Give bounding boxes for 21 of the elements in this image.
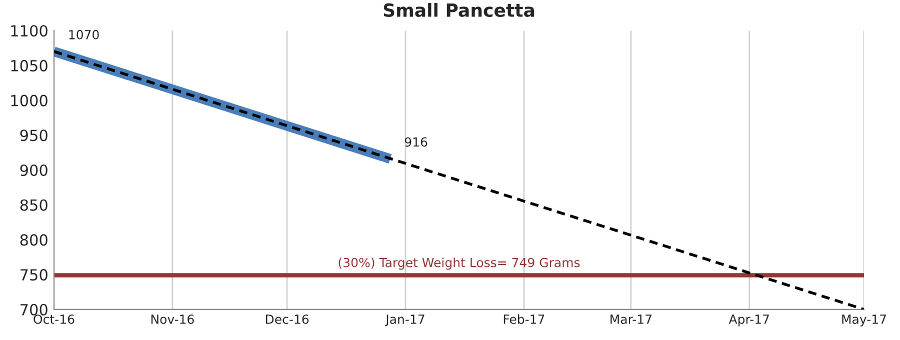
y-tick-label: 750 bbox=[20, 269, 48, 281]
y-tick-label: 1000 bbox=[11, 94, 48, 106]
y-tick-label: 700 bbox=[20, 304, 48, 316]
x-tick-label: Apr-17 bbox=[728, 314, 769, 326]
y-tick-label: 950 bbox=[20, 130, 48, 142]
x-tick-label: Feb-17 bbox=[504, 314, 544, 324]
x-tick-label: Oct-16 bbox=[34, 314, 74, 324]
x-tick-label: Jan-17 bbox=[385, 314, 424, 326]
y-tick-label: 800 bbox=[20, 234, 48, 246]
y-tick-label: 900 bbox=[20, 164, 48, 176]
x-tick-label: Dec-16 bbox=[266, 314, 309, 324]
y-tick-label: 850 bbox=[20, 199, 48, 211]
ref-line-label: (30%) Target Weight Loss= 749 Grams bbox=[338, 258, 580, 270]
chart-title: Small Pancetta bbox=[384, 2, 534, 17]
data-label: 1070 bbox=[69, 30, 99, 40]
y-tick-label: 1100 bbox=[11, 25, 48, 37]
x-tick-label: Mar-17 bbox=[610, 314, 652, 324]
data-label: 916 bbox=[404, 137, 428, 147]
x-tick-label: May-17 bbox=[842, 314, 886, 326]
y-tick-label: 1050 bbox=[11, 60, 48, 72]
x-tick-label: Nov-16 bbox=[151, 314, 194, 324]
